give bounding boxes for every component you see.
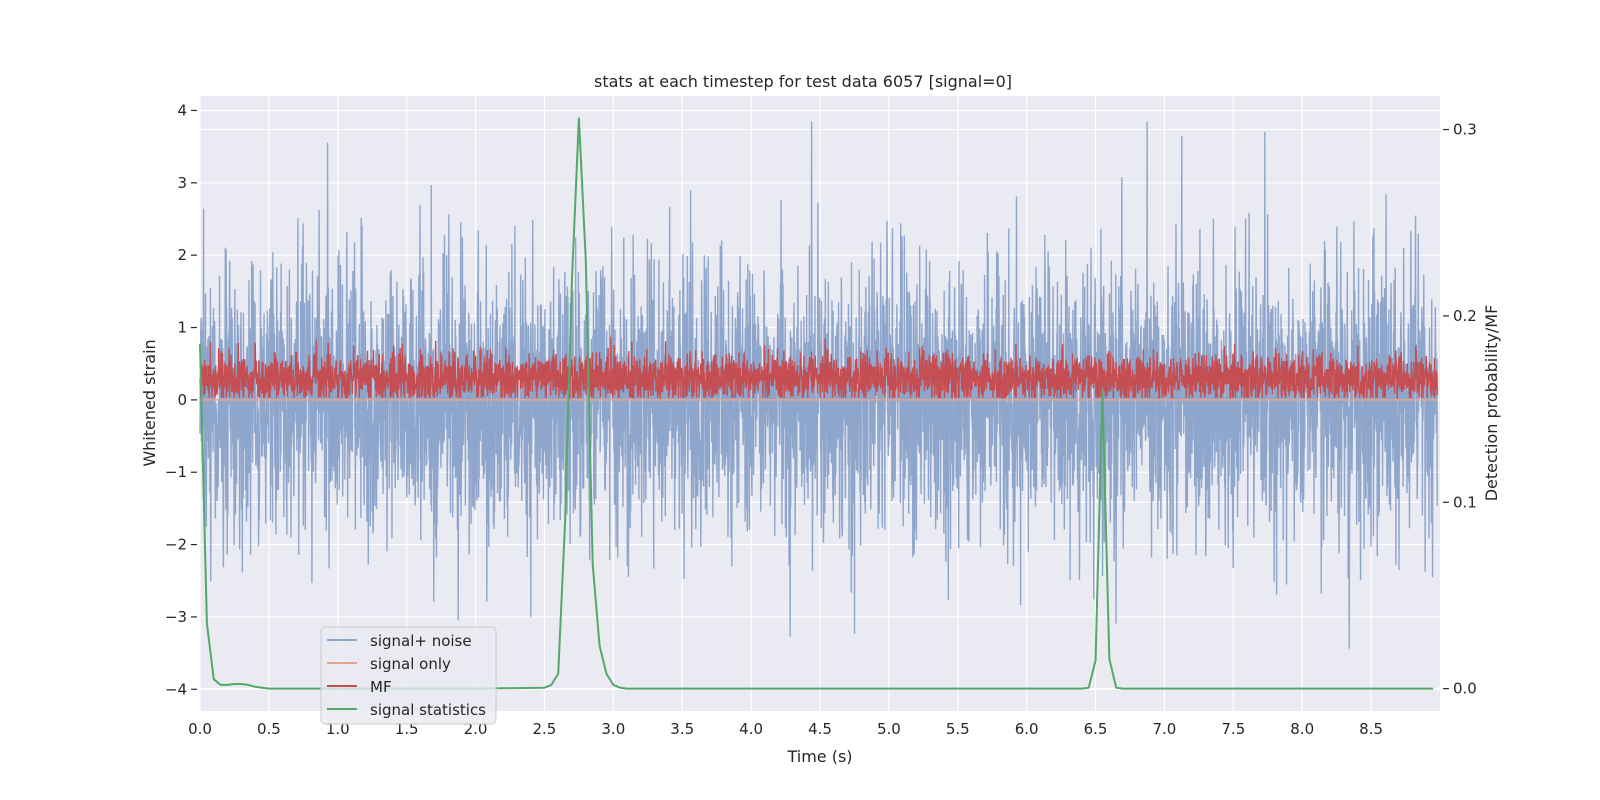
legend: signal+ noise signal only MF signal stat… [320,626,497,725]
y2-axis-ticks: 0.0 0.1 0.2 0.3 [1443,121,1477,698]
x-tick-label-13: 6.5 [1084,720,1108,738]
y2-tick-label-2: 0.2 [1453,307,1477,325]
y-axis-ticks: −4 −3 −2 −1 0 1 2 3 4 [165,101,197,698]
x-tick-label-7: 3.5 [670,720,694,738]
y-axis-label: Whitened strain [140,339,159,466]
x-tick-label-11: 5.5 [946,720,970,738]
y-tick-label-6: 2 [177,246,187,264]
legend-label-signal-only: signal only [370,655,451,673]
x-tick-label-14: 7.0 [1153,720,1177,738]
legend-label-mf: MF [370,678,392,696]
y2-tick-label-0: 0.0 [1453,680,1477,698]
chart-title: stats at each timestep for test data 605… [594,72,1012,91]
y2-axis-label: Detection probability/MF [1482,305,1501,502]
y-tick-label-2: −2 [165,536,187,554]
plot-area [199,96,1440,711]
x-tick-label-16: 8.0 [1290,720,1314,738]
x-axis-label: Time (s) [786,747,852,766]
y-tick-label-7: 3 [177,174,187,192]
x-tick-label-1: 0.5 [257,720,281,738]
y-tick-label-4: 0 [177,391,187,409]
x-tick-label-6: 3.0 [601,720,625,738]
series-signal-statistics-line [199,117,1434,690]
y2-tick-label-1: 0.1 [1453,493,1477,511]
legend-label-signal-plus-noise: signal+ noise [370,632,472,650]
x-tick-label-9: 4.5 [808,720,832,738]
y2-tick-label-3: 0.3 [1453,121,1477,139]
y-tick-label-3: −1 [165,463,187,481]
x-tick-label-5: 2.5 [533,720,557,738]
legend-label-signal-statistics: signal statistics [370,701,486,719]
x-tick-label-0: 0.0 [188,720,212,738]
y-tick-label-1: −3 [165,608,187,626]
x-tick-label-10: 5.0 [877,720,901,738]
x-tick-label-15: 7.5 [1221,720,1245,738]
x-tick-label-17: 8.5 [1359,720,1383,738]
legend-frame [320,626,497,725]
y-tick-label-0: −4 [165,680,187,698]
series-mf-line [199,336,1438,400]
y-tick-label-8: 4 [177,101,187,119]
y-tick-label-5: 1 [177,319,187,337]
x-tick-label-8: 4.0 [739,720,763,738]
x-tick-label-12: 6.0 [1015,720,1039,738]
